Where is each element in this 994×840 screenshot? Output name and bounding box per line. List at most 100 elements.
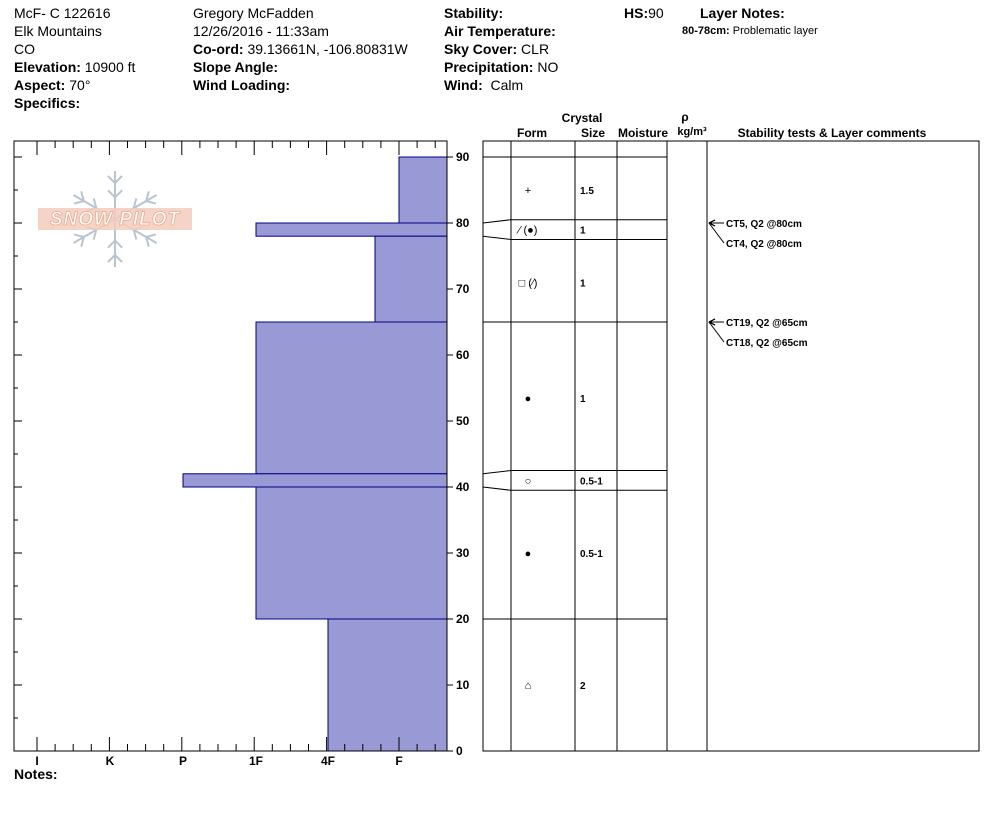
- depth-label: 20: [456, 612, 470, 626]
- crystal-form: ⁄ (●): [516, 225, 538, 237]
- snowflake-branch: [145, 191, 150, 202]
- stability-test-label: CT4, Q2 @80cm: [726, 239, 802, 250]
- elevation: Elevation: 10900 ft: [14, 59, 136, 75]
- depth-label: 40: [456, 480, 470, 494]
- snowflake-branch: [107, 239, 116, 249]
- form-header: Form: [517, 126, 547, 140]
- stability: Stability:: [444, 5, 504, 21]
- header-col-observer: Gregory McFadden 12/26/2016 - 11:33am Co…: [193, 4, 408, 94]
- moisture-header: Moisture: [618, 126, 668, 140]
- pit-id: McF- C 122616: [14, 5, 111, 21]
- hardness-label-4f: 4F: [321, 754, 335, 768]
- depth-label: 50: [456, 414, 470, 428]
- logo-text: SNOW PILOT: [50, 209, 181, 230]
- crystal-form: ●: [525, 393, 532, 405]
- arrow-icon: [708, 318, 716, 326]
- snowflake-branch: [114, 175, 123, 184]
- snowflake-branch: [73, 200, 85, 205]
- snowflake-branch: [73, 233, 85, 238]
- hardness-bar: [374, 235, 448, 323]
- crystal-size: 1.5: [580, 186, 594, 197]
- stability-pointer: [708, 321, 725, 343]
- snowflake-branch: [114, 254, 123, 263]
- wind-loading: Wind Loading:: [193, 77, 291, 93]
- snowflake-branch: [145, 200, 157, 205]
- hardness-ticks: I K P 1F 4F F: [35, 141, 436, 768]
- crystal-size: 1: [580, 278, 586, 289]
- header-hs: HS:90: [624, 5, 664, 21]
- stability-test-label: CT19, Q2 @65cm: [726, 318, 808, 329]
- arrow-icon: [708, 219, 716, 227]
- coordinates: Co-ord: 39.13661N, -106.80831W: [193, 41, 408, 57]
- snowflake-branch: [107, 175, 116, 184]
- sky-cover: Sky Cover: CLR: [444, 41, 550, 57]
- crystal-rows: +1.5 ⁄ (●) 1 □ (⁄) 1 ● 1 ○ 0.5-1 ● 0.5-1 ⌂ 2: [516, 185, 604, 692]
- mountain-range: Elk Mountains: [14, 23, 102, 39]
- hardness-label-k: K: [106, 754, 115, 768]
- notes-label: Notes:: [14, 766, 58, 782]
- crystal-size: 1: [580, 394, 586, 405]
- hardness-bar: [398, 156, 448, 224]
- depth-label: 30: [456, 546, 470, 560]
- layer-table-frame: [482, 140, 980, 752]
- stability-test-label: CT18, Q2 @65cm: [726, 338, 808, 349]
- crystal-form: +: [525, 185, 531, 197]
- snowflake-branch: [114, 189, 123, 199]
- hardness-bar: [182, 473, 448, 488]
- snowflake-branch: [80, 236, 85, 247]
- hardness-plot-frame: [13, 140, 448, 752]
- layer-connector: [482, 235, 512, 240]
- header-col-conditions: Stability: Air Temperature: Sky Cover: C…: [444, 4, 558, 94]
- snowflake-branch: [80, 191, 85, 202]
- snowflake-branch: [132, 198, 138, 209]
- crystal-form: □ (⁄): [519, 277, 538, 289]
- depth-label: 0: [456, 744, 463, 758]
- size-header: Size: [581, 126, 605, 140]
- slope-angle: Slope Angle:: [193, 59, 279, 75]
- depth-axis: 0 10 20 30 40 50 60 70 80 90: [14, 150, 470, 758]
- air-temperature: Air Temperature:: [444, 23, 556, 39]
- density-unit-header: kg/m³: [677, 126, 707, 138]
- layer-connector: [482, 470, 512, 475]
- hardness-label-i: I: [35, 754, 38, 768]
- depth-label: 60: [456, 348, 470, 362]
- crystal-size: 1: [580, 226, 586, 237]
- snowflake-branch: [145, 233, 157, 238]
- observer-name: Gregory McFadden: [193, 5, 314, 21]
- crystal-header: Crystal: [562, 111, 603, 125]
- layer-notes-title: Layer Notes:: [700, 5, 785, 21]
- snowflake-branch: [92, 229, 98, 240]
- density-symbol-header: ρ: [681, 110, 688, 124]
- hardness-bar: [255, 321, 448, 475]
- layer-note: 80-78cm: Problematic layer: [682, 25, 818, 37]
- hardness-label-1f: 1F: [249, 754, 263, 768]
- layer-boundary-lines: [482, 156, 667, 752]
- stability-pointer: [708, 222, 725, 244]
- depth-label: 90: [456, 150, 470, 164]
- stability-test-label: CT5, Q2 @80cm: [726, 219, 802, 230]
- depth-label: 10: [456, 678, 470, 692]
- snowpilot-logo-icon: SNOW PILOT: [38, 171, 192, 267]
- observation-datetime: 12/26/2016 - 11:33am: [193, 23, 329, 39]
- hardness-bar: [327, 618, 448, 752]
- specifics: Specifics:: [14, 95, 81, 111]
- snowflake-branch: [132, 229, 138, 240]
- stability-header: Stability tests & Layer comments: [738, 126, 927, 140]
- snowflake-branch: [92, 198, 98, 209]
- hardness-bar: [255, 486, 448, 620]
- snowflake-branch: [114, 239, 123, 249]
- stability-test-list: CT5, Q2 @80cm CT4, Q2 @80cm CT19, Q2 @65cm…: [708, 219, 808, 349]
- depth-label: 80: [456, 216, 470, 230]
- crystal-form: ⌂: [525, 680, 532, 692]
- aspect: Aspect: 70°: [14, 77, 91, 93]
- hardness-bar: [255, 222, 448, 237]
- crystal-form: ●: [525, 548, 532, 560]
- wind: Wind: Calm: [444, 77, 524, 93]
- layer-connector: [482, 486, 512, 491]
- crystal-size: 0.5-1: [580, 476, 603, 487]
- hardness-bars: [182, 156, 448, 752]
- header-col-location: McF- C 122616 Elk Mountains CO Elevation…: [14, 4, 135, 112]
- crystal-size: 2: [580, 681, 586, 692]
- crystal-form: ○: [525, 475, 532, 487]
